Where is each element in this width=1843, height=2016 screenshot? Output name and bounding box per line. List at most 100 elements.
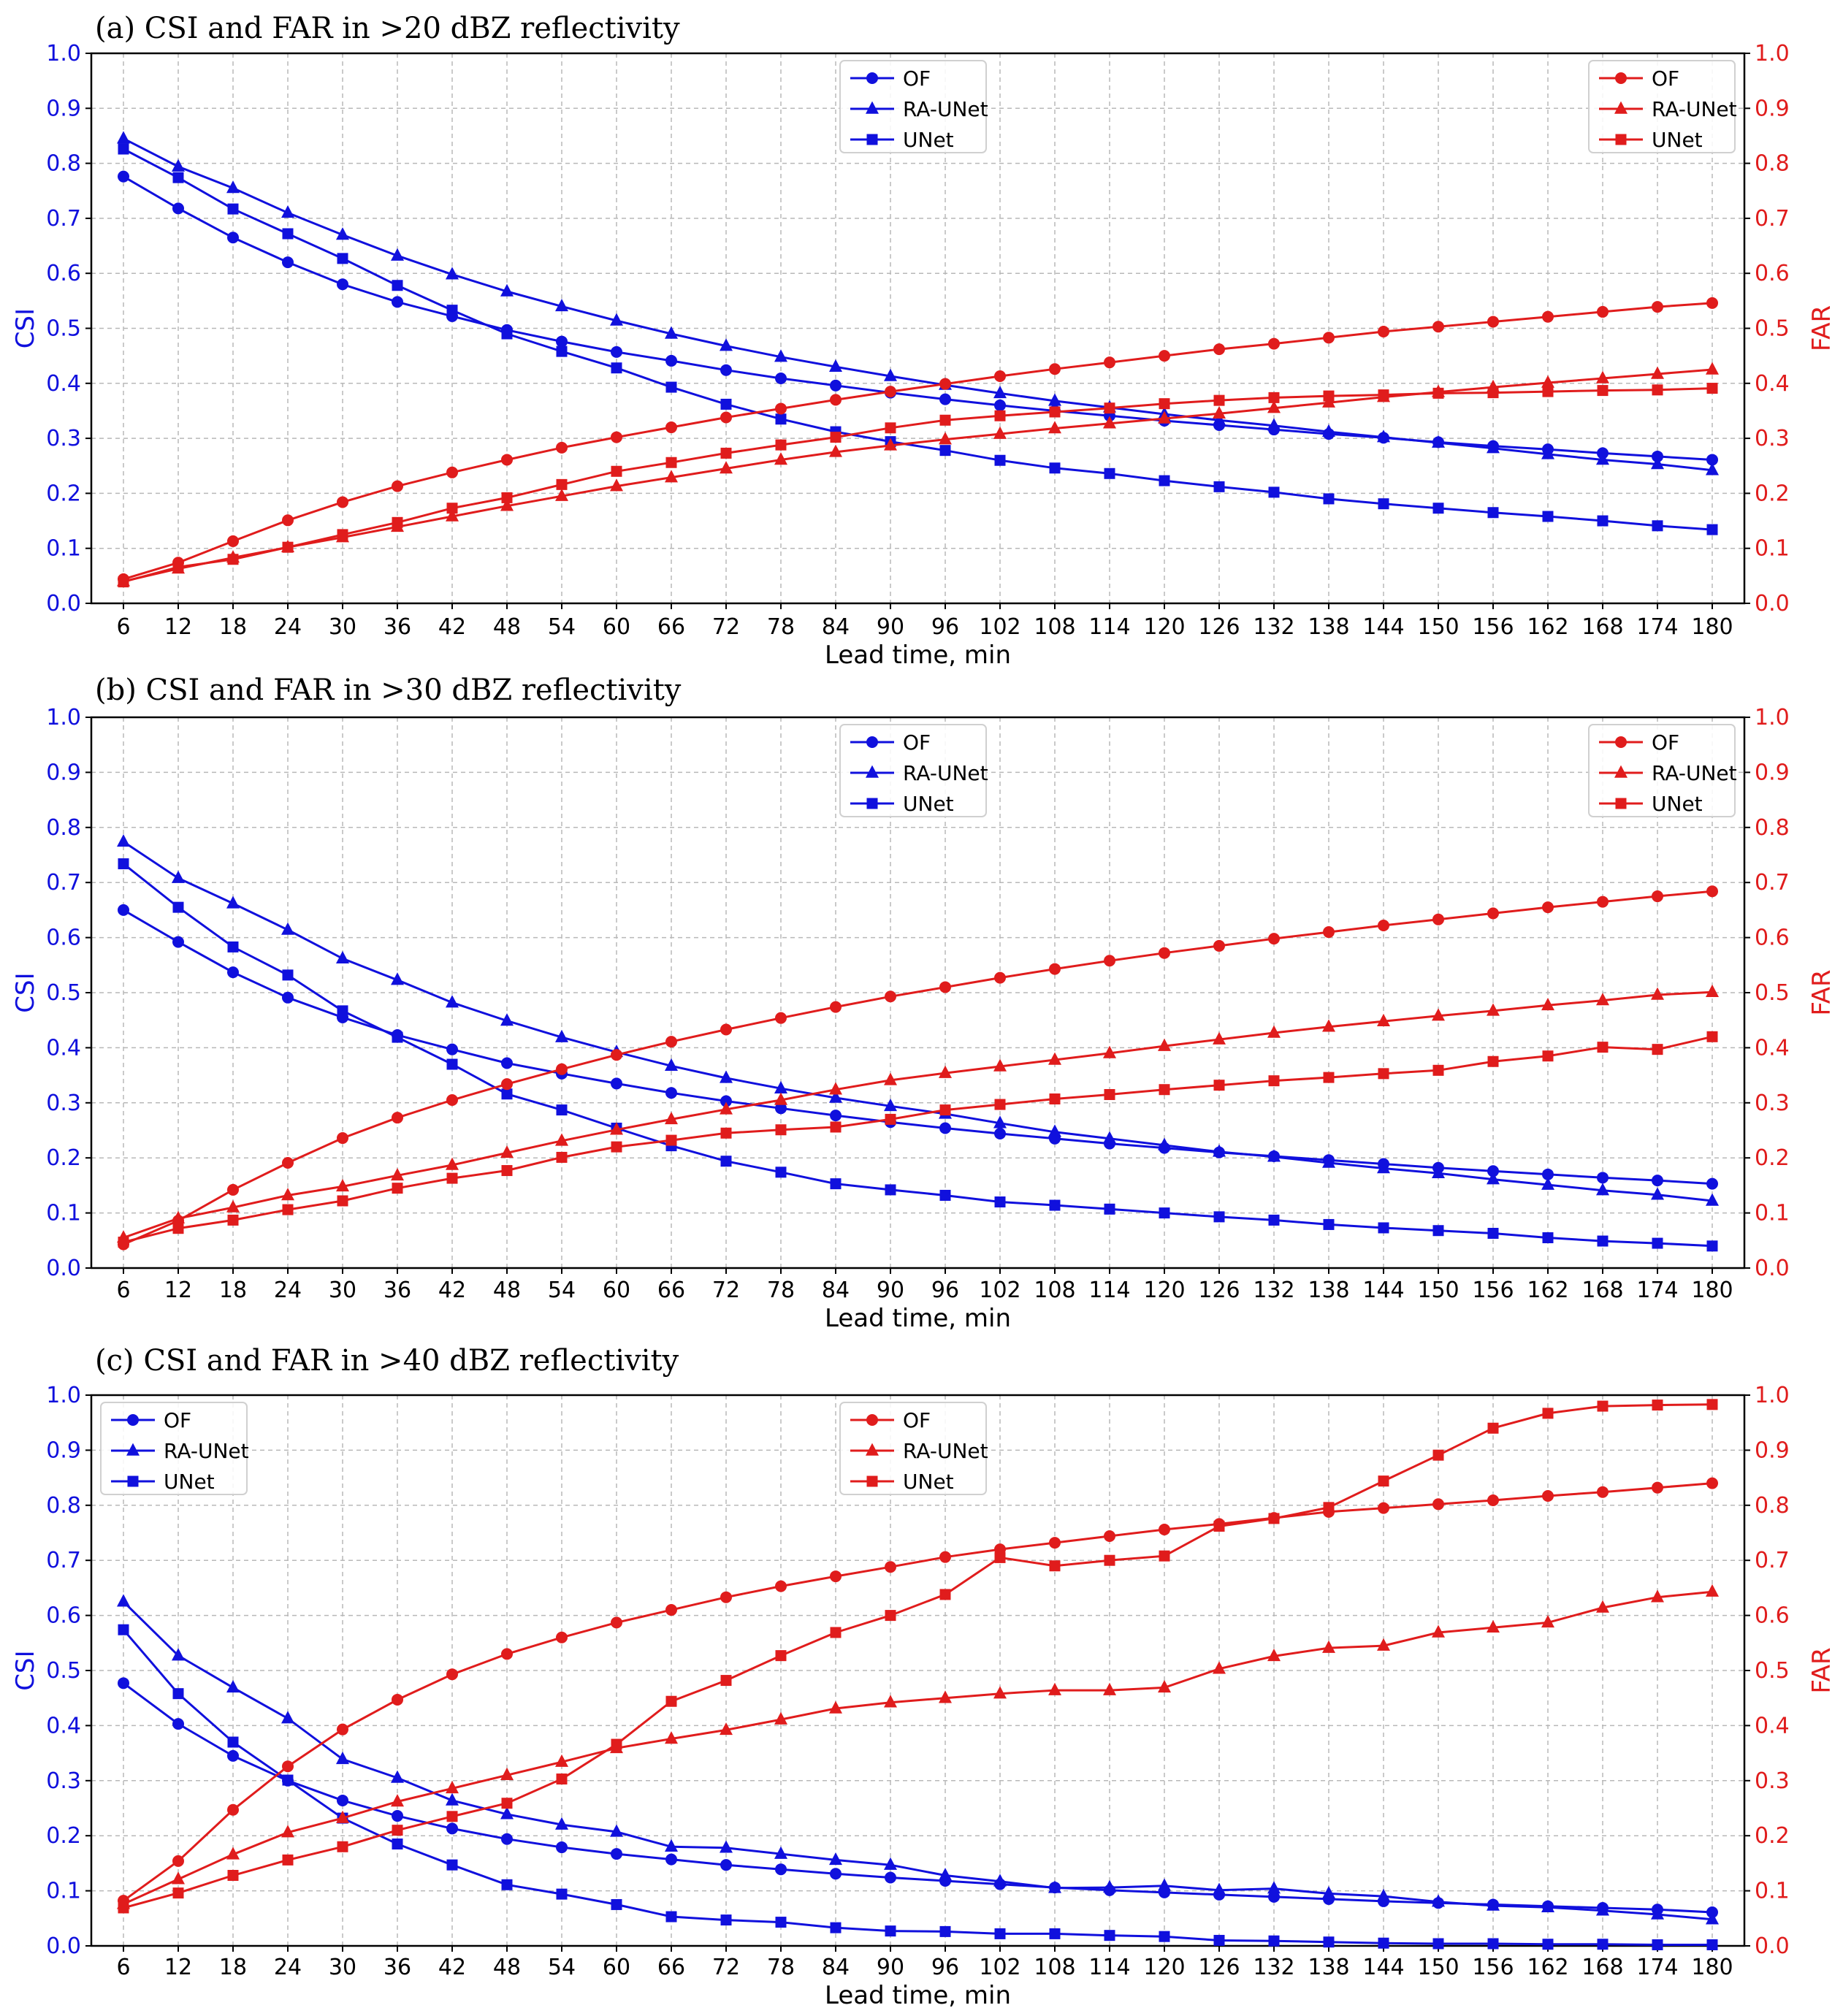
xtick-label: 150 <box>1417 1278 1459 1303</box>
ytick-right-label: 0.1 <box>1755 1879 1790 1904</box>
far-point <box>1541 997 1554 1011</box>
csi-point <box>1652 1237 1663 1249</box>
csi-point <box>829 1852 842 1866</box>
far-point <box>1596 1600 1609 1613</box>
far-point <box>1159 947 1170 959</box>
csi-legend-entry[interactable]: OF <box>111 1408 191 1432</box>
csi-legend-entry[interactable]: OF <box>850 730 931 755</box>
ytick-left-label: 1.0 <box>46 705 81 730</box>
far-legend-entry[interactable]: RA-UNet <box>850 1439 988 1463</box>
csi-point <box>500 1806 514 1820</box>
csi-legend-entry[interactable]: UNet <box>850 128 954 152</box>
far-point <box>1597 1042 1609 1053</box>
far-point <box>556 1773 568 1785</box>
far-point <box>281 1188 294 1201</box>
far-point <box>446 1668 458 1681</box>
csi-series-unet <box>118 1624 1718 1950</box>
csi-legend-entry[interactable]: OF <box>850 66 931 91</box>
far-point <box>1542 310 1554 323</box>
csi-line-ra-unet <box>122 1600 1713 1921</box>
far-point <box>281 1825 294 1838</box>
csi-point <box>1213 1211 1225 1223</box>
xtick-label: 108 <box>1034 1955 1075 1980</box>
xtick-label: 132 <box>1253 614 1294 640</box>
xtick-label: 156 <box>1472 1278 1514 1303</box>
far-legend-entry[interactable]: UNet <box>850 1470 954 1494</box>
far-point <box>556 1151 568 1163</box>
csi-point <box>829 359 842 372</box>
legend-marker-circle <box>1615 736 1627 748</box>
csi-legend-entry[interactable]: UNet <box>850 792 954 816</box>
csi-point <box>1049 1928 1061 1939</box>
csi-point <box>994 1196 1006 1208</box>
csi-point <box>939 1868 952 1881</box>
csi-point <box>501 328 513 340</box>
far-point <box>501 1798 513 1809</box>
csi-legend-entry[interactable]: RA-UNet <box>850 761 988 785</box>
legend-marker-triangle <box>126 1443 140 1456</box>
csi-point <box>1323 1218 1335 1230</box>
csi-legend-entry[interactable]: RA-UNet <box>111 1439 249 1463</box>
far-point <box>1268 337 1280 350</box>
far-point <box>994 370 1006 383</box>
csi-point <box>446 1058 458 1070</box>
ytick-right-label: 1.0 <box>1755 705 1790 730</box>
far-point <box>1487 1422 1499 1434</box>
far-legend-entry[interactable]: UNet <box>1599 792 1703 816</box>
csi-point <box>446 1043 458 1055</box>
xtick-label: 60 <box>603 1278 630 1303</box>
far-point <box>775 439 787 451</box>
far-point <box>1432 1498 1444 1511</box>
ytick-left-label: 0.7 <box>46 206 81 232</box>
csi-point <box>1268 1890 1280 1903</box>
far-point <box>830 394 842 406</box>
xtick-label: 102 <box>979 1278 1020 1303</box>
far-point <box>1159 1523 1170 1535</box>
far-point <box>1159 398 1170 410</box>
far-line-unet <box>123 387 1713 584</box>
legend-label: RA-UNet <box>903 97 988 121</box>
csi-series-ra-unet <box>117 834 1719 1206</box>
far-point <box>1432 387 1444 399</box>
far-legend-entry[interactable]: UNet <box>1599 128 1703 152</box>
far-point <box>1267 1649 1281 1662</box>
far-point <box>172 1855 184 1867</box>
xtick-label: 168 <box>1581 1278 1623 1303</box>
xtick-label: 60 <box>603 614 630 640</box>
csi-point <box>226 896 240 909</box>
csi-point <box>336 227 349 240</box>
xtick-label: 126 <box>1198 1278 1240 1303</box>
xtick-label: 66 <box>657 614 685 640</box>
far-point <box>774 1711 787 1725</box>
far-legend-entry[interactable]: RA-UNet <box>1599 97 1737 121</box>
far-point <box>500 1145 514 1158</box>
y-axis-label-left: CSI <box>11 972 40 1012</box>
xtick-label: 168 <box>1581 1955 1623 1980</box>
xtick-label: 114 <box>1088 614 1130 640</box>
ytick-left-label: 0.5 <box>46 980 81 1006</box>
xtick-label: 132 <box>1253 1955 1294 1980</box>
far-legend-entry[interactable]: OF <box>850 1408 931 1432</box>
ytick-left-label: 0.0 <box>46 1256 81 1281</box>
legend-label: UNet <box>1652 128 1703 152</box>
far-point <box>1542 1050 1554 1062</box>
far-point <box>1652 1044 1663 1055</box>
csi-legend-entry[interactable]: RA-UNet <box>850 97 988 121</box>
csi-point <box>1541 1899 1554 1912</box>
far-legend-entry[interactable]: OF <box>1599 66 1679 91</box>
ytick-right-label: 0.3 <box>1755 1768 1790 1794</box>
far-point <box>1651 987 1664 1000</box>
far-point <box>1487 1619 1500 1633</box>
legend-label: RA-UNet <box>903 761 988 785</box>
far-legend-entry[interactable]: OF <box>1599 730 1679 755</box>
csi-legend-entry[interactable]: UNet <box>111 1470 215 1494</box>
ytick-right-label: 0.1 <box>1755 1201 1790 1226</box>
far-point <box>227 1183 239 1196</box>
csi-point <box>884 368 897 381</box>
csi-point <box>1432 435 1445 448</box>
legend-label: OF <box>1652 66 1679 91</box>
xtick-label: 150 <box>1417 1955 1459 1980</box>
far-point <box>1378 1475 1389 1487</box>
far-point <box>337 1132 348 1145</box>
far-legend-entry[interactable]: RA-UNet <box>1599 761 1737 785</box>
